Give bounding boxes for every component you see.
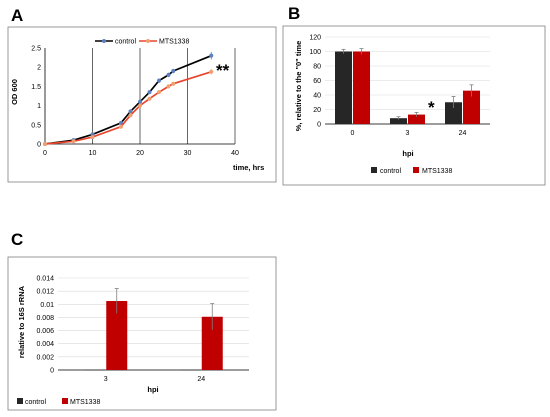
y-tick-label: 2.5: [31, 46, 41, 53]
panel-a-significance: **: [216, 61, 230, 80]
y-tick-label: 0.5: [31, 122, 41, 129]
legend-mts1338-swatch: [413, 167, 419, 173]
data-point-mts1338: [43, 142, 47, 146]
data-point-mts1338: [138, 103, 142, 108]
y-tick-label: 0: [317, 122, 321, 129]
panel-c-frame: [7, 256, 277, 411]
panel-a-xlabel: time, hrs: [233, 163, 264, 172]
data-point-mts1338: [157, 90, 161, 95]
y-tick-label: 1: [37, 103, 41, 110]
legend-control-swatch: [17, 398, 23, 404]
bar-mts1338: [353, 51, 370, 124]
y-tick-label: 80: [313, 64, 321, 71]
data-point-mts1338: [71, 139, 76, 144]
panel-b-significance: *: [428, 98, 435, 117]
data-point-control: [171, 69, 176, 74]
x-tick-label: 30: [184, 150, 192, 157]
data-point-mts1338: [128, 113, 133, 118]
x-tick-label: 0: [351, 130, 355, 137]
panel-label-b: B: [288, 4, 300, 23]
bar-control: [445, 102, 462, 124]
panel-c-ylabel: relative to 16S rRNA: [17, 285, 26, 358]
y-tick-label: 0.004: [36, 341, 54, 348]
legend-mts1338-label: MTS1338: [422, 168, 452, 175]
bar-mts1338: [408, 114, 425, 124]
legend-control-label: control: [25, 399, 46, 406]
y-tick-label: 0.006: [36, 328, 54, 335]
legend-control-swatch: [371, 167, 377, 173]
y-tick-label: 2: [37, 65, 41, 72]
data-point-mts1338: [209, 69, 214, 74]
panel-label-c: C: [11, 230, 23, 249]
data-point-mts1338: [166, 84, 171, 89]
panel-b-xlabel: hpi: [402, 149, 413, 158]
panel-b-frame: [282, 25, 546, 186]
y-tick-label: 20: [313, 107, 321, 114]
y-tick-label: 0.002: [36, 354, 54, 361]
x-tick-label: 20: [136, 150, 144, 157]
data-point-control: [138, 99, 142, 104]
y-tick-label: 1.5: [31, 84, 41, 91]
panel-a-chart: OD 600 time, hrs control MTS1338 ** 0 10 2…: [7, 26, 277, 183]
y-tick-label: 100: [309, 49, 321, 56]
panel-c-legend: control MTS1338: [17, 398, 100, 406]
data-point-mts1338: [171, 81, 176, 86]
bar-mts1338: [201, 316, 223, 370]
y-tick-label: 0.014: [36, 276, 54, 283]
panel-c-xlabel: hpi: [147, 385, 158, 394]
data-point-control: [147, 90, 152, 95]
y-tick-label: 0: [37, 142, 41, 149]
data-point-control: [209, 53, 214, 58]
bar-control: [84, 369, 106, 371]
data-point-mts1338: [90, 135, 95, 140]
panel-a-ylabel: OD 600: [10, 79, 19, 105]
legend-mts1338-marker: [146, 39, 150, 43]
data-point-mts1338: [147, 96, 152, 101]
panel-b-ylabel: %, relative to the "0" time: [294, 41, 303, 131]
data-point-control: [128, 109, 133, 114]
x-tick-label: 10: [89, 150, 97, 157]
legend-control-label: control: [380, 168, 401, 175]
y-tick-label: 0: [50, 368, 54, 375]
panel-c-chart: relative to 16S rRNA hpi control MTS1338…: [7, 256, 277, 411]
x-tick-label: 40: [231, 150, 239, 157]
bar-control: [390, 118, 407, 124]
y-tick-label: 120: [309, 35, 321, 42]
x-tick-label: 24: [197, 376, 205, 383]
y-tick-label: 0.008: [36, 315, 54, 322]
bar-control: [335, 51, 352, 124]
data-point-control: [119, 120, 123, 125]
data-point-control: [157, 78, 161, 83]
y-tick-label: 0.012: [36, 289, 54, 296]
data-point-control: [166, 72, 171, 77]
bar-mts1338: [106, 301, 128, 370]
legend-mts1338-swatch: [62, 398, 68, 404]
x-tick-label: 3: [406, 130, 410, 137]
y-tick-label: 40: [313, 93, 321, 100]
legend-control-marker: [102, 39, 106, 43]
legend-control-label: control: [115, 39, 136, 46]
data-point-mts1338: [119, 124, 123, 129]
bar-mts1338: [463, 90, 480, 124]
legend-mts1338-label: MTS1338: [159, 39, 189, 46]
panel-b-chart: %, relative to the "0" time hpi control …: [282, 25, 546, 186]
legend-mts1338-label: MTS1338: [70, 399, 100, 406]
y-tick-label: 60: [313, 78, 321, 85]
bar-control: [179, 369, 201, 371]
panel-b-legend: control MTS1338: [371, 167, 452, 175]
x-tick-label: 24: [459, 130, 467, 137]
panel-label-a: A: [11, 6, 23, 25]
panel-a-legend: control MTS1338: [95, 39, 189, 46]
x-tick-label: 0: [43, 150, 47, 157]
y-tick-label: 0.01: [40, 302, 54, 309]
x-tick-label: 3: [104, 376, 108, 383]
